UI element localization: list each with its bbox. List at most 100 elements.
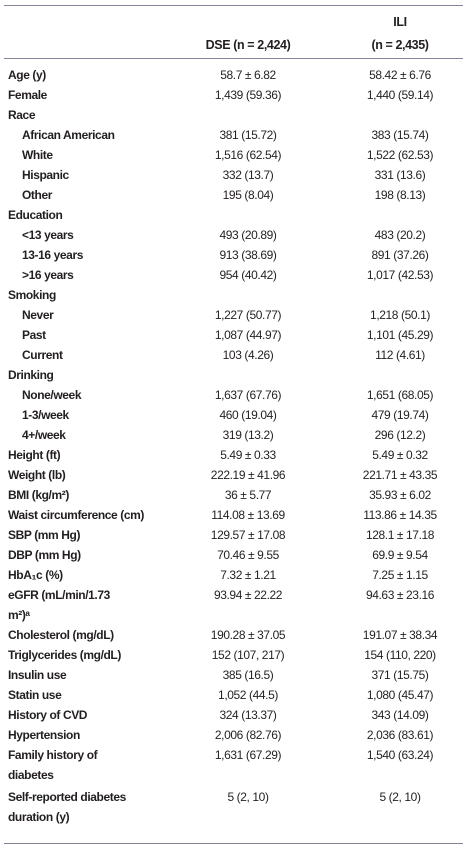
dse-value: 1,439 (59.36) bbox=[214, 88, 282, 102]
row-label: Hispanic bbox=[22, 168, 69, 182]
row-label: Triglycerides (mg/dL) bbox=[8, 648, 121, 662]
dse-value: 385 (16.5) bbox=[222, 668, 274, 682]
row-label: White bbox=[22, 148, 53, 162]
dse-value: 58.7 ± 6.82 bbox=[220, 68, 276, 82]
ili-value: 5 (2, 10) bbox=[379, 790, 421, 804]
header-rule bbox=[4, 58, 463, 59]
row-label: Cholesterol (mg/dL) bbox=[8, 628, 114, 642]
ili-value: 5.49 ± 0.32 bbox=[372, 448, 428, 462]
ili-value: 296 (12.2) bbox=[374, 428, 426, 442]
row-label: Past bbox=[22, 328, 46, 342]
ili-value: 35.93 ± 6.02 bbox=[369, 488, 431, 502]
ili-value: 94.63 ± 23.16 bbox=[365, 588, 435, 602]
header-ili: ILI bbox=[393, 15, 407, 29]
header-dse: DSE (n = 2,424) bbox=[205, 38, 291, 52]
row-label: BMI (kg/m²) bbox=[8, 488, 69, 502]
dse-value: 5 (2, 10) bbox=[227, 790, 269, 804]
row-label: Self-reported diabetes bbox=[8, 790, 126, 804]
dse-value: 381 (15.72) bbox=[219, 128, 277, 142]
ili-value: 128.1 ± 17.18 bbox=[365, 528, 435, 542]
row-label: Family history of bbox=[8, 748, 98, 762]
dse-value: 5.49 ± 0.33 bbox=[220, 448, 276, 462]
ili-value: 331 (13.6) bbox=[374, 168, 426, 182]
top-rule bbox=[4, 5, 463, 6]
row-label: Female bbox=[8, 88, 47, 102]
ili-value: 1,101 (45.29) bbox=[366, 328, 434, 342]
row-label: eGFR (mL/min/1.73 bbox=[8, 588, 110, 602]
dse-value: 114.08 ± 13.69 bbox=[211, 508, 285, 522]
ili-value: 191.07 ± 38.34 bbox=[362, 628, 438, 642]
dse-value: 1,087 (44.97) bbox=[214, 328, 282, 342]
row-label: SBP (mm Hg) bbox=[8, 528, 81, 542]
ili-value: 113.86 ± 14.35 bbox=[363, 508, 437, 522]
bottom-rule bbox=[4, 843, 463, 844]
row-label: <13 years bbox=[22, 228, 74, 242]
dse-value: 324 (13.37) bbox=[219, 708, 277, 722]
ili-value: 198 (8.13) bbox=[374, 188, 426, 202]
dse-value: 319 (13.2) bbox=[222, 428, 274, 442]
ili-value: 1,218 (50.1) bbox=[370, 308, 430, 322]
row-label: m²)ᵃ bbox=[8, 608, 30, 622]
dse-value: 1,052 (44.5) bbox=[218, 688, 278, 702]
ili-value: 1,522 (62.53) bbox=[366, 148, 434, 162]
dse-value: 2,006 (82.76) bbox=[214, 728, 282, 742]
row-label: Other bbox=[22, 188, 53, 202]
dse-value: 332 (13.7) bbox=[222, 168, 274, 182]
row-label: >16 years bbox=[22, 268, 74, 282]
row-label: HbA₁c (%) bbox=[8, 568, 63, 582]
ili-value: 371 (15.75) bbox=[371, 668, 429, 682]
ili-value: 69.9 ± 9.54 bbox=[372, 548, 428, 562]
row-label: Never bbox=[22, 308, 54, 322]
row-label: 1-3/week bbox=[22, 408, 69, 422]
dse-value: 460 (19.04) bbox=[219, 408, 277, 422]
header-ili-n: (n = 2,435) bbox=[371, 38, 429, 52]
row-label: Waist circumference (cm) bbox=[8, 508, 145, 522]
row-label: Smoking bbox=[8, 288, 56, 302]
dse-value: 493 (20.89) bbox=[219, 228, 277, 242]
dse-value: 190.28 ± 37.05 bbox=[210, 628, 286, 642]
dse-value: 70.46 ± 9.55 bbox=[217, 548, 279, 562]
row-label: Drinking bbox=[8, 368, 54, 382]
row-label: Age (y) bbox=[8, 68, 46, 82]
dse-value: 954 (40.42) bbox=[219, 268, 277, 282]
dse-value: 1,637 (67.76) bbox=[214, 388, 282, 402]
row-label: 13-16 years bbox=[22, 248, 83, 262]
dse-value: 1,516 (62.54) bbox=[214, 148, 282, 162]
row-label: Height (ft) bbox=[8, 448, 61, 462]
ili-value: 154 (110, 220) bbox=[364, 648, 436, 662]
dse-value: 103 (4.26) bbox=[222, 348, 274, 362]
ili-value: 383 (15.74) bbox=[371, 128, 429, 142]
dse-value: 1,227 (50.77) bbox=[214, 308, 282, 322]
dse-value: 913 (38.69) bbox=[219, 248, 277, 262]
ili-value: 479 (19.74) bbox=[371, 408, 429, 422]
row-label: 4+/week bbox=[22, 428, 66, 442]
row-label: Weight (lb) bbox=[8, 468, 66, 482]
row-label: DBP (mm Hg) bbox=[8, 548, 81, 562]
dse-value: 222.19 ± 41.96 bbox=[210, 468, 286, 482]
ili-value: 483 (20.2) bbox=[374, 228, 426, 242]
ili-value: 1,540 (63.24) bbox=[366, 748, 434, 762]
row-label: History of CVD bbox=[8, 708, 88, 722]
row-label: Current bbox=[22, 348, 63, 362]
ili-value: 112 (4.61) bbox=[375, 348, 425, 362]
row-label: diabetes bbox=[8, 768, 54, 782]
row-label: Insulin use bbox=[8, 668, 67, 682]
ili-value: 343 (14.09) bbox=[371, 708, 429, 722]
dse-value: 1,631 (67.29) bbox=[214, 748, 282, 762]
row-label: Hypertension bbox=[8, 728, 80, 742]
dse-value: 36 ± 5.77 bbox=[224, 488, 272, 502]
row-label: duration (y) bbox=[8, 810, 70, 824]
row-label: Education bbox=[8, 208, 63, 222]
ili-value: 58.42 ± 6.76 bbox=[369, 68, 431, 82]
ili-value: 1,080 (45.47) bbox=[366, 688, 434, 702]
dse-value: 195 (8.04) bbox=[222, 188, 274, 202]
ili-value: 891 (37.26) bbox=[371, 248, 429, 262]
dse-value: 7.32 ± 1.21 bbox=[220, 568, 276, 582]
ili-value: 7.25 ± 1.15 bbox=[372, 568, 428, 582]
row-label: Race bbox=[8, 108, 36, 122]
row-label: African American bbox=[22, 128, 115, 142]
row-label: None/week bbox=[22, 388, 82, 402]
dse-value: 152 (107, 217) bbox=[211, 648, 285, 662]
ili-value: 1,017 (42.53) bbox=[366, 268, 434, 282]
